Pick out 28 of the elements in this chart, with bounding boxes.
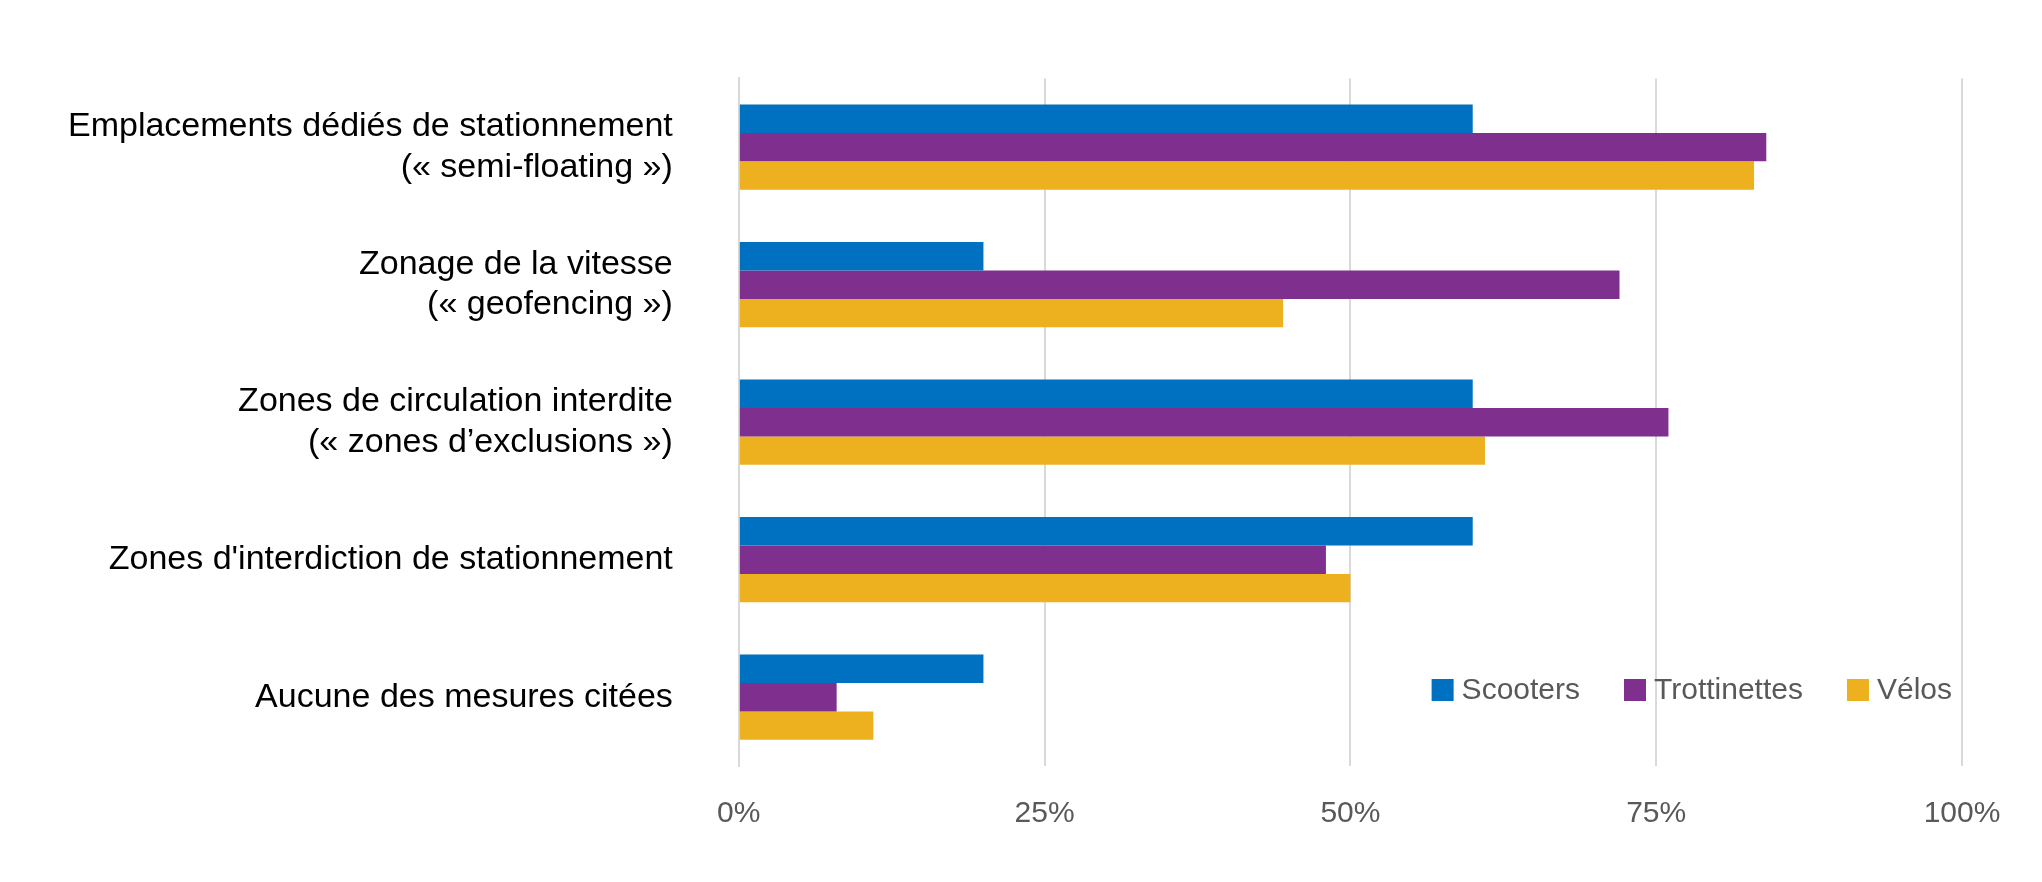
legend-label: Vélos — [1876, 672, 1952, 706]
bar — [739, 242, 984, 271]
bar — [739, 379, 1473, 408]
bar — [739, 298, 1284, 328]
bar — [739, 573, 1351, 603]
x-tick-label: 50% — [1320, 795, 1381, 829]
bar — [739, 161, 1755, 190]
x-tick-label: 75% — [1626, 795, 1687, 829]
legend-label: Trottinettes — [1654, 672, 1803, 706]
bar — [739, 270, 1620, 299]
bar — [739, 104, 1473, 133]
bar — [739, 132, 1767, 162]
bar — [739, 407, 1669, 437]
bar — [739, 545, 1326, 574]
y-tick-label: Zones de circulation interdite (« zones d’exclusions ») — [238, 380, 673, 459]
bar — [739, 517, 1473, 546]
legend-label: Scooters — [1461, 672, 1581, 706]
y-tick-label: Zonage de la vitesse (« geofencing ») — [359, 242, 673, 322]
y-tick-label: Emplacements dédiés de stationnement (« semi-floating ») — [68, 105, 674, 184]
x-tick-label: 25% — [1014, 795, 1075, 829]
x-tick-label: 100% — [1923, 795, 2001, 829]
bar — [739, 436, 1485, 465]
bar — [739, 683, 837, 712]
bar — [739, 654, 984, 684]
x-tick-label: 0% — [717, 795, 761, 829]
y-tick-label: Aucune des mesures citées — [255, 675, 673, 714]
bar — [739, 711, 874, 740]
y-tick-label: Zones d'interdiction de stationnement — [108, 538, 674, 577]
